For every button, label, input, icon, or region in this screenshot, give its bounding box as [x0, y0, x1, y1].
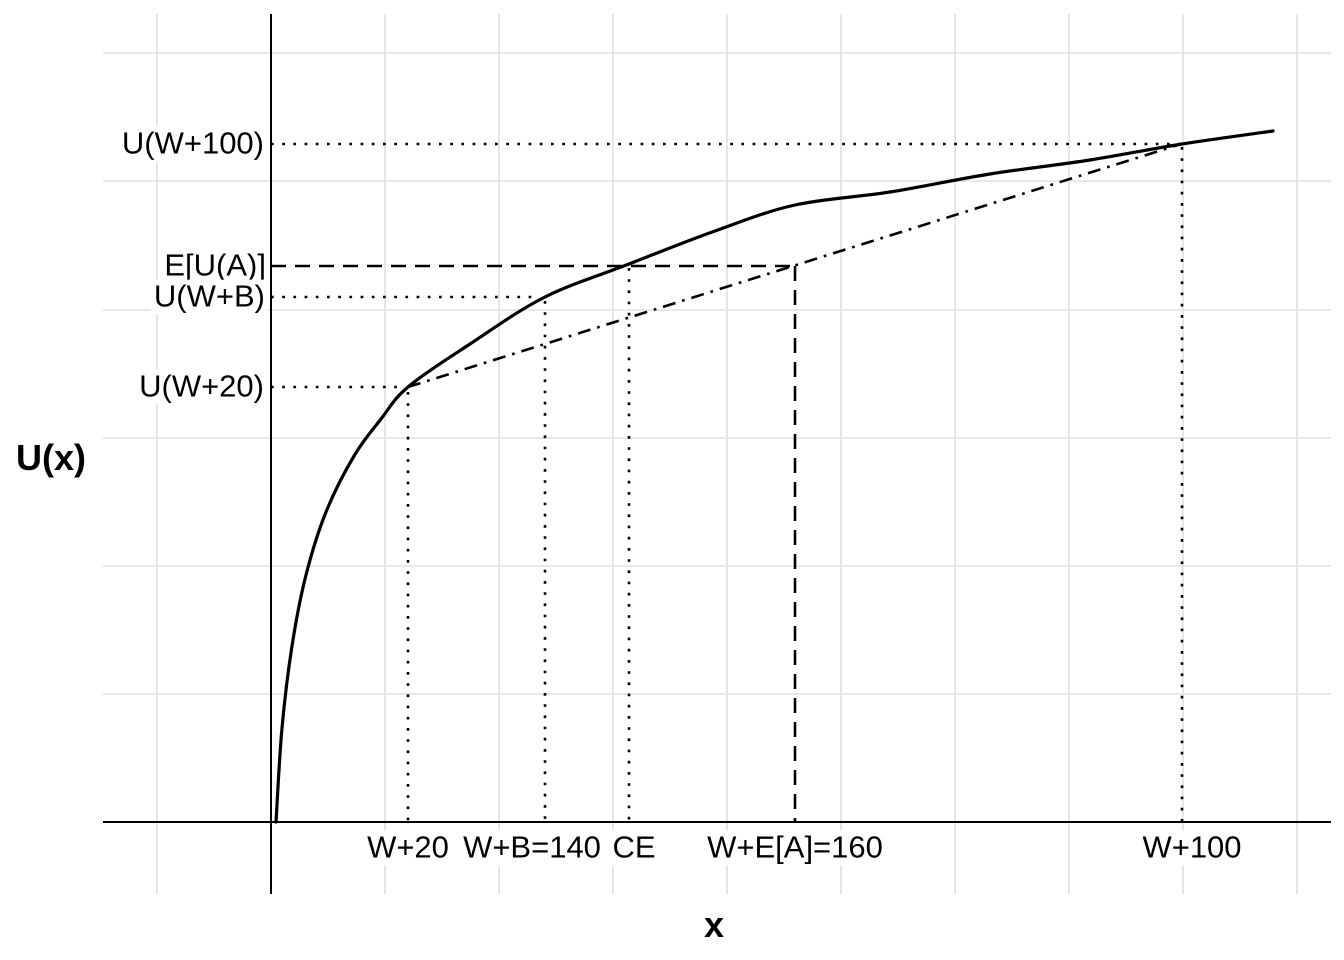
x-label-wb140: W+B=140	[460, 830, 604, 866]
y-label-e-ua: E[U(A)]	[161, 248, 269, 284]
y-label-u-w20: U(W+20)	[136, 369, 267, 405]
x-label-wea160: W+E[A]=160	[704, 830, 886, 866]
y-axis-title: U(x)	[16, 437, 86, 478]
y-label-u-wb: U(W+B)	[150, 279, 268, 315]
x-axis-title: x	[703, 904, 725, 945]
y-label-u-w100: U(W+100)	[118, 126, 267, 162]
x-label-w20: W+20	[364, 830, 452, 866]
x-label-ce: CE	[609, 830, 659, 866]
utility-curve	[274, 129, 1275, 824]
x-label-w100: W+100	[1139, 830, 1245, 866]
